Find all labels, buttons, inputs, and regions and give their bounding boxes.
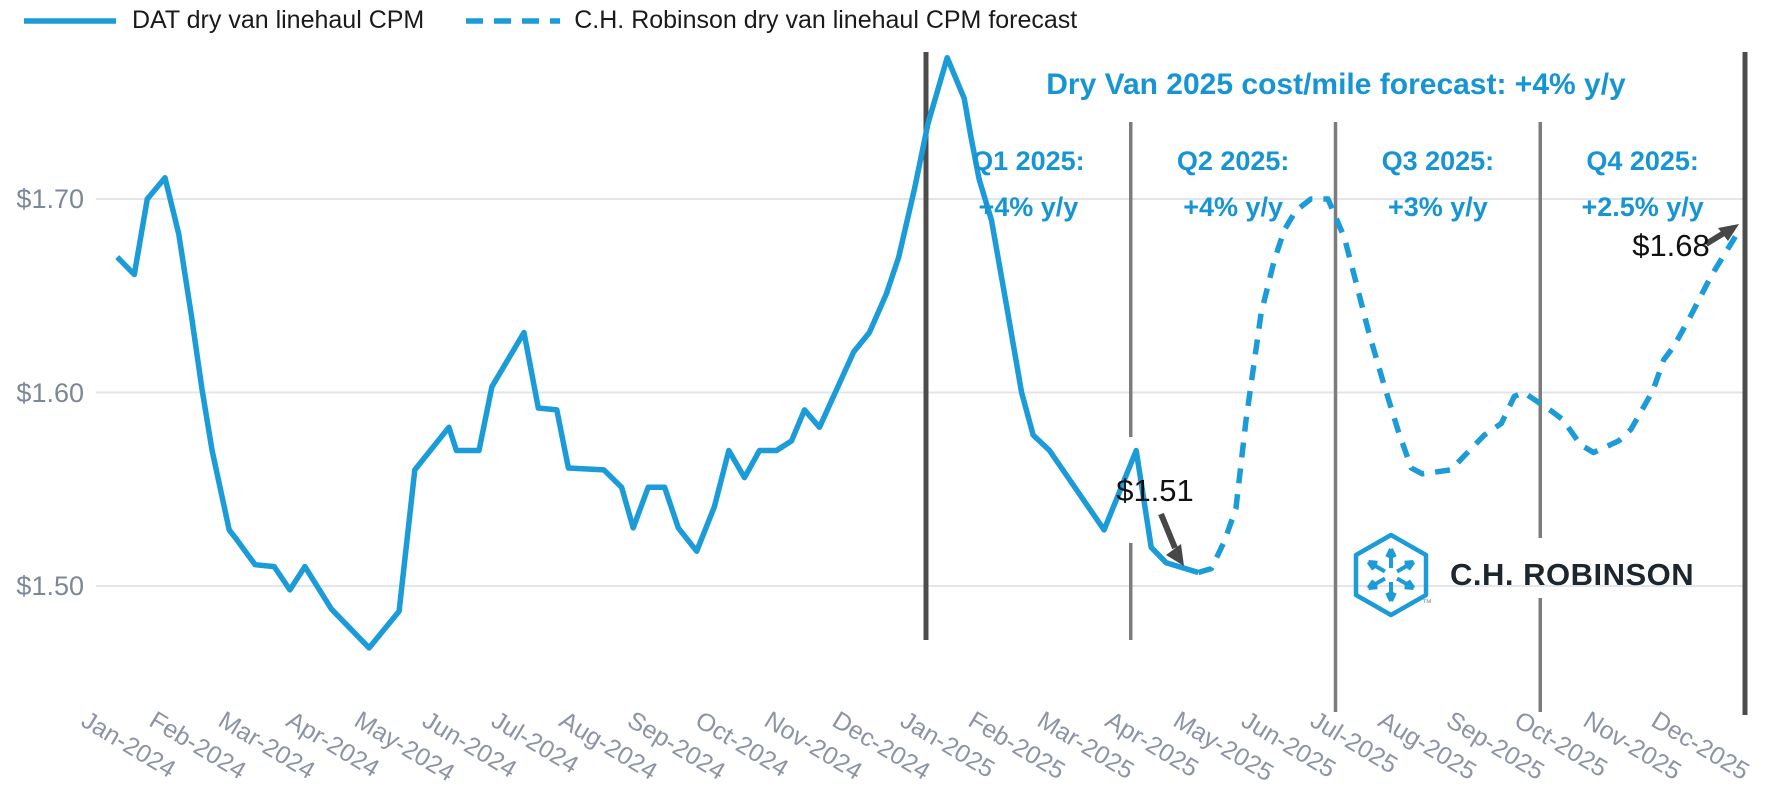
logo-arrow-head — [1368, 585, 1378, 590]
forecast-series-line — [1197, 196, 1741, 576]
point-label-1-51: $1.51 — [1116, 473, 1194, 508]
legend-item-forecast: C.H. Robinson dry van linehaul CPM forec… — [464, 6, 1077, 35]
dashed-line-swatch — [466, 17, 561, 24]
legend-label-dat: DAT dry van linehaul CPM — [132, 6, 425, 34]
legend-label-forecast: C.H. Robinson dry van linehaul CPM forec… — [574, 6, 1078, 34]
forecast-title: Dry Van 2025 cost/mile forecast: +4% y/y — [1046, 68, 1626, 101]
annotation-arrowhead — [1718, 224, 1739, 241]
solid-line-swatch — [24, 17, 116, 24]
hexagon-arrows-icon: ™ — [1350, 532, 1432, 618]
point-label-1-68: $1.68 — [1632, 228, 1710, 263]
annotation-arrow — [1158, 512, 1178, 550]
annotation-arrowhead — [1166, 544, 1184, 566]
legend-item-dat: DAT dry van linehaul CPM — [22, 6, 424, 35]
quarter-name: Q3 2025: — [1381, 146, 1495, 176]
y-axis-tick-label: $1.50 — [16, 571, 84, 601]
ch-robinson-logo: ™ C.H. ROBINSON — [1350, 532, 1694, 618]
logo-arrow-head — [1366, 560, 1376, 571]
hexagon-outline — [1353, 532, 1429, 618]
logo-arrow-head — [1389, 591, 1397, 602]
quarter-annotation-q2: Q2 2025: +4% y/y — [1131, 144, 1336, 224]
quarter-annotation-q4: Q4 2025: +2.5% y/y — [1540, 144, 1745, 224]
y-axis-tick-label: $1.70 — [16, 184, 84, 214]
quarter-forecast-value: +3% y/y — [1387, 192, 1488, 222]
quarter-name: Q4 2025: — [1586, 146, 1699, 176]
quarter-annotation-q3: Q3 2025: +3% y/y — [1336, 144, 1541, 224]
legend: DAT dry van linehaul CPM C.H. Robinson d… — [22, 6, 1077, 35]
quarter-forecast-value: +4% y/y — [978, 192, 1079, 222]
logo-wordmark: C.H. ROBINSON — [1450, 557, 1695, 592]
quarter-name: Q1 2025: — [972, 146, 1085, 176]
logo-arrow-head — [1404, 560, 1414, 565]
trademark-symbol: ™ — [1422, 598, 1432, 609]
logo-arrow-head — [1385, 548, 1393, 559]
y-axis-tick-label: $1.60 — [16, 377, 84, 408]
dat-series-line — [115, 54, 1200, 651]
logo-arrow-head — [1406, 579, 1416, 590]
annotation-arrow — [1704, 230, 1726, 247]
quarter-annotation-q1: Q1 2025: +4% y/y — [926, 144, 1131, 224]
quarter-forecast-value: +2.5% y/y — [1581, 192, 1704, 222]
quarter-forecast-value: +4% y/y — [1183, 192, 1284, 222]
quarter-name: Q2 2025: — [1176, 146, 1290, 176]
